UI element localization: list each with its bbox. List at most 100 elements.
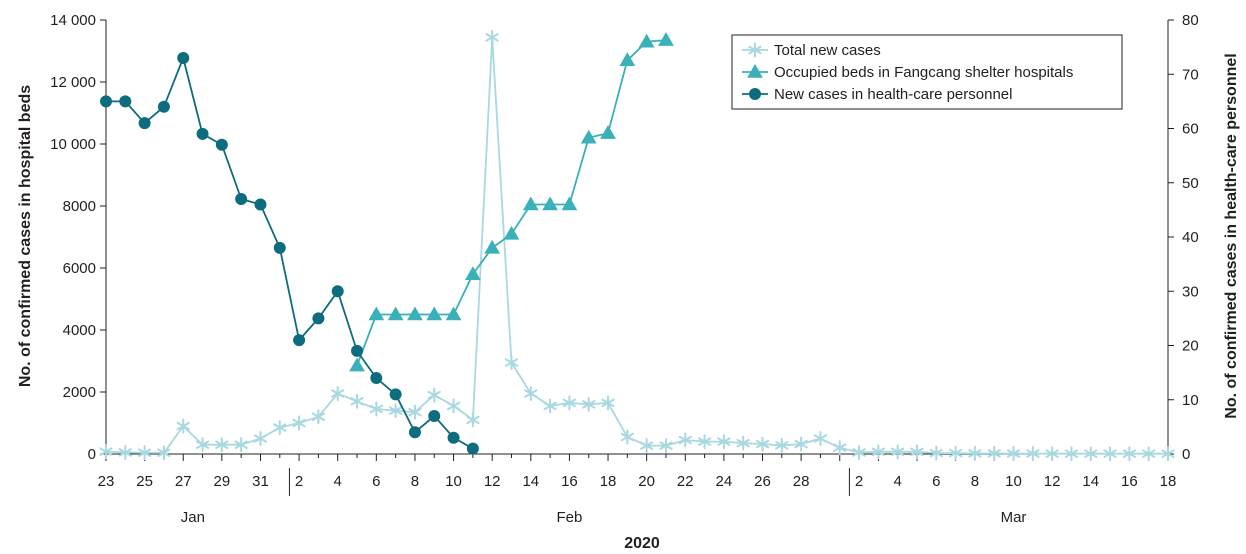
data-point-star [485, 29, 499, 45]
data-point-circle [312, 312, 325, 325]
data-point-star [1161, 446, 1175, 462]
x-tick-label: 12 [1044, 473, 1061, 490]
data-point-circle [215, 138, 228, 151]
data-point-star [253, 431, 268, 446]
data-point-circle [331, 285, 344, 298]
legend: Total new cases Occupied beds in Fangcan… [731, 34, 1123, 110]
data-point-circle [177, 51, 190, 64]
data-point-star [466, 412, 480, 428]
x-tick-label: 14 [1082, 473, 1099, 490]
legend-marker-shape [749, 88, 761, 100]
data-point-circle [119, 95, 132, 108]
data-point-circle [389, 388, 402, 401]
data-point-star [987, 445, 1001, 461]
data-point-circle [351, 344, 364, 357]
y-left-tick-label: 6000 [63, 260, 96, 277]
data-point-star [852, 444, 866, 460]
legend-star-icon [748, 42, 762, 58]
data-point-star [601, 395, 615, 411]
data-point-star [678, 432, 692, 448]
x-tick-label: 4 [334, 473, 342, 490]
data-point-star [1142, 446, 1156, 462]
data-point-circle [254, 198, 267, 211]
data-point-star [1006, 446, 1021, 462]
x-tick-label: 14 [522, 473, 539, 490]
data-point-star [833, 440, 847, 456]
data-point-star [195, 437, 210, 453]
data-point-circle [157, 100, 170, 113]
data-point-star [1026, 446, 1040, 462]
data-point-triangle [580, 129, 597, 144]
legend-box [731, 34, 1123, 110]
x-tick-label: 20 [638, 473, 655, 490]
x-tick-label: 2 [295, 473, 303, 490]
x-tick-label: 27 [175, 473, 192, 490]
legend-label-total-new-cases: Total new cases [774, 42, 881, 59]
data-point-triangle [522, 196, 539, 211]
data-point-star [871, 444, 885, 460]
data-point-star [369, 401, 383, 417]
legend-marker-shape [748, 42, 762, 58]
y-right-tick-label: 30 [1182, 283, 1199, 300]
legend-item-total-new-cases: Total new cases [742, 42, 881, 59]
y-right-tick-label: 60 [1182, 121, 1199, 138]
x-tick-label: 22 [677, 473, 694, 490]
y-axis-right-title: No. of confirmed cases in health-care pe… [1223, 53, 1240, 418]
data-point-triangle [465, 266, 481, 280]
data-point-circle [370, 372, 383, 385]
x-tick-label: 16 [561, 473, 578, 490]
series-line-triangle [356, 39, 667, 366]
legend-item-health-care-personnel: New cases in health-care personnel [742, 86, 1012, 103]
data-point-star [389, 403, 403, 419]
data-point-star [176, 418, 190, 434]
series-circle [100, 51, 479, 455]
x-tick-label: 31 [252, 473, 269, 490]
axes-layer: 0 2000 4000 6000 8000 10 000 12 000 14 000 0 10 20… [50, 12, 1199, 526]
x-tick-label: 18 [600, 473, 617, 490]
data-point-star [1103, 446, 1117, 462]
data-point-star [620, 429, 634, 445]
y-left-tick-label: 8000 [63, 198, 96, 215]
data-point-star [582, 396, 596, 412]
x-tick-label: 26 [754, 473, 771, 490]
x-tick-label: 10 [1005, 473, 1022, 490]
y-right-tick-label: 10 [1182, 392, 1199, 409]
month-label-jan: Jan [181, 509, 205, 526]
data-point-star [755, 436, 770, 452]
data-point-star [311, 409, 326, 425]
data-point-star [504, 355, 519, 371]
data-point-star [524, 386, 538, 402]
data-point-star [697, 434, 712, 450]
data-point-star [99, 444, 113, 460]
data-point-circle [408, 426, 421, 439]
data-point-star [659, 438, 673, 454]
data-point-star [1045, 446, 1059, 462]
data-point-star [137, 445, 152, 461]
month-label-feb: Feb [556, 509, 582, 526]
x-tick-label: 25 [136, 473, 153, 490]
data-point-star [408, 404, 422, 420]
data-point-triangle [407, 306, 423, 321]
x-tick-label: 29 [214, 473, 231, 490]
x-tick-label: 10 [445, 473, 462, 490]
data-point-star [640, 438, 654, 454]
legend-marker-shape [747, 63, 763, 78]
data-point-triangle [349, 357, 365, 372]
x-tick-label: 18 [1160, 473, 1177, 490]
x-tick-label: 28 [793, 473, 810, 490]
y-right-tick-label: 20 [1182, 338, 1199, 355]
y-right-tick-label: 80 [1182, 12, 1199, 29]
y-left-tick-label: 4000 [63, 322, 96, 339]
data-point-triangle [600, 125, 616, 139]
legend-item-occupied-beds: Occupied beds in Fangcang shelter hospit… [742, 63, 1073, 81]
data-point-star [157, 445, 171, 461]
x-tick-label: 23 [98, 473, 115, 490]
data-point-star [273, 420, 287, 436]
series-line-circle [106, 57, 474, 450]
x-tick-label: 24 [716, 473, 733, 490]
data-point-star [234, 437, 248, 453]
x-tick-label: 2 [855, 473, 863, 490]
data-point-circle [273, 241, 286, 254]
data-point-circle [100, 95, 112, 108]
